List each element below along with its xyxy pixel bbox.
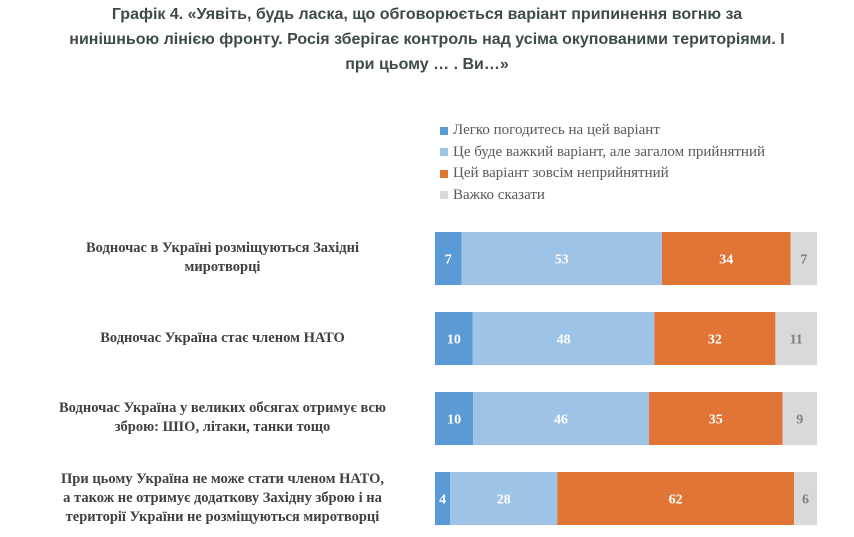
- legend: Легко погодитесь на цей варіант Це буде …: [440, 120, 765, 206]
- data-label: 7: [800, 253, 807, 268]
- bar-segment: [450, 472, 558, 525]
- data-label: 28: [497, 493, 511, 508]
- category-label-line: Водночас Україна у великих обсягах отрим…: [59, 400, 386, 416]
- data-label: 6: [802, 493, 809, 508]
- category-label-line: При цьому Україна не може стати членом Н…: [61, 470, 384, 487]
- data-label: 34: [719, 253, 733, 268]
- data-label: 10: [447, 333, 461, 348]
- bar-segment: [648, 392, 783, 445]
- bar-segment: [557, 472, 795, 525]
- bar-segment: [435, 472, 451, 525]
- category-label-line: Водночас Україна стає членом НАТО: [100, 329, 345, 346]
- bar-segment: [775, 312, 817, 365]
- legend-swatch: [440, 148, 448, 157]
- category-label-line: миротворці: [184, 259, 261, 275]
- data-label: 53: [555, 253, 569, 268]
- data-label: 35: [709, 413, 723, 428]
- data-label: 9: [796, 413, 803, 428]
- legend-item: Це буде важкий варіант, але загалом прий…: [440, 142, 765, 164]
- category-label: Водночас Україна стає членом НАТО: [20, 311, 425, 365]
- chart-title-line: Графік 4. «Уявіть, будь ласка, що обгово…: [111, 6, 743, 23]
- bar-segment: [654, 312, 776, 365]
- bar-segment: [435, 312, 473, 365]
- category-label-line: а також не отримує додаткову Західну збр…: [63, 489, 382, 506]
- category-label-line: Водночас в Україні розміщуються Західні: [86, 240, 359, 256]
- category-label: Водночас в Україні розміщуються Західні …: [20, 231, 425, 285]
- chart-title: Графік 4. «Уявіть, будь ласка, що обгово…: [0, 2, 854, 77]
- data-label: 32: [708, 333, 722, 348]
- bar-segment: [461, 232, 662, 285]
- data-label: 46: [554, 413, 568, 428]
- bar-segment: [435, 392, 474, 445]
- chart-title-line: нинішньою лінією фронту. Росія зберігає …: [69, 31, 785, 48]
- legend-label: Важко сказати: [453, 186, 545, 203]
- legend-swatch: [440, 169, 448, 178]
- chart-title-line: при цьому … . Ви…»: [345, 56, 509, 73]
- bar-segment: [472, 312, 655, 365]
- legend-swatch: [440, 126, 448, 135]
- legend-label: Легко погодитесь на цей варіант: [453, 122, 660, 139]
- legend-label: Це буде важкий варіант, але загалом прий…: [453, 143, 766, 160]
- data-label: 62: [669, 493, 683, 508]
- bar-segment: [782, 392, 817, 445]
- legend-item: Легко погодитесь на цей варіант: [440, 120, 765, 142]
- category-label: При цьому Україна не може стати членом Н…: [20, 471, 425, 525]
- category-label-line: зброю: ШІО, літаки, танки тощо: [114, 419, 331, 435]
- data-label: 10: [447, 413, 461, 428]
- legend-swatch: [440, 191, 448, 200]
- bar-segment: [661, 232, 791, 285]
- data-label: 7: [445, 253, 452, 268]
- bar-segment: [435, 232, 462, 285]
- legend-label: Цей варіант зовсім неприйнятний: [453, 165, 669, 182]
- legend-item: Цей варіант зовсім неприйнятний: [440, 163, 765, 185]
- data-label: 48: [557, 333, 571, 348]
- category-label-line: території України не розміщуються миротв…: [65, 508, 380, 525]
- bar-segment: [473, 392, 649, 445]
- data-label: 11: [790, 333, 803, 348]
- data-label: 4: [439, 493, 446, 508]
- legend-item: Важко сказати: [440, 185, 765, 207]
- bar-segment: [790, 232, 817, 285]
- bar-segment: [794, 472, 817, 525]
- category-label: Водночас Україна у великих обсягах отрим…: [20, 391, 425, 445]
